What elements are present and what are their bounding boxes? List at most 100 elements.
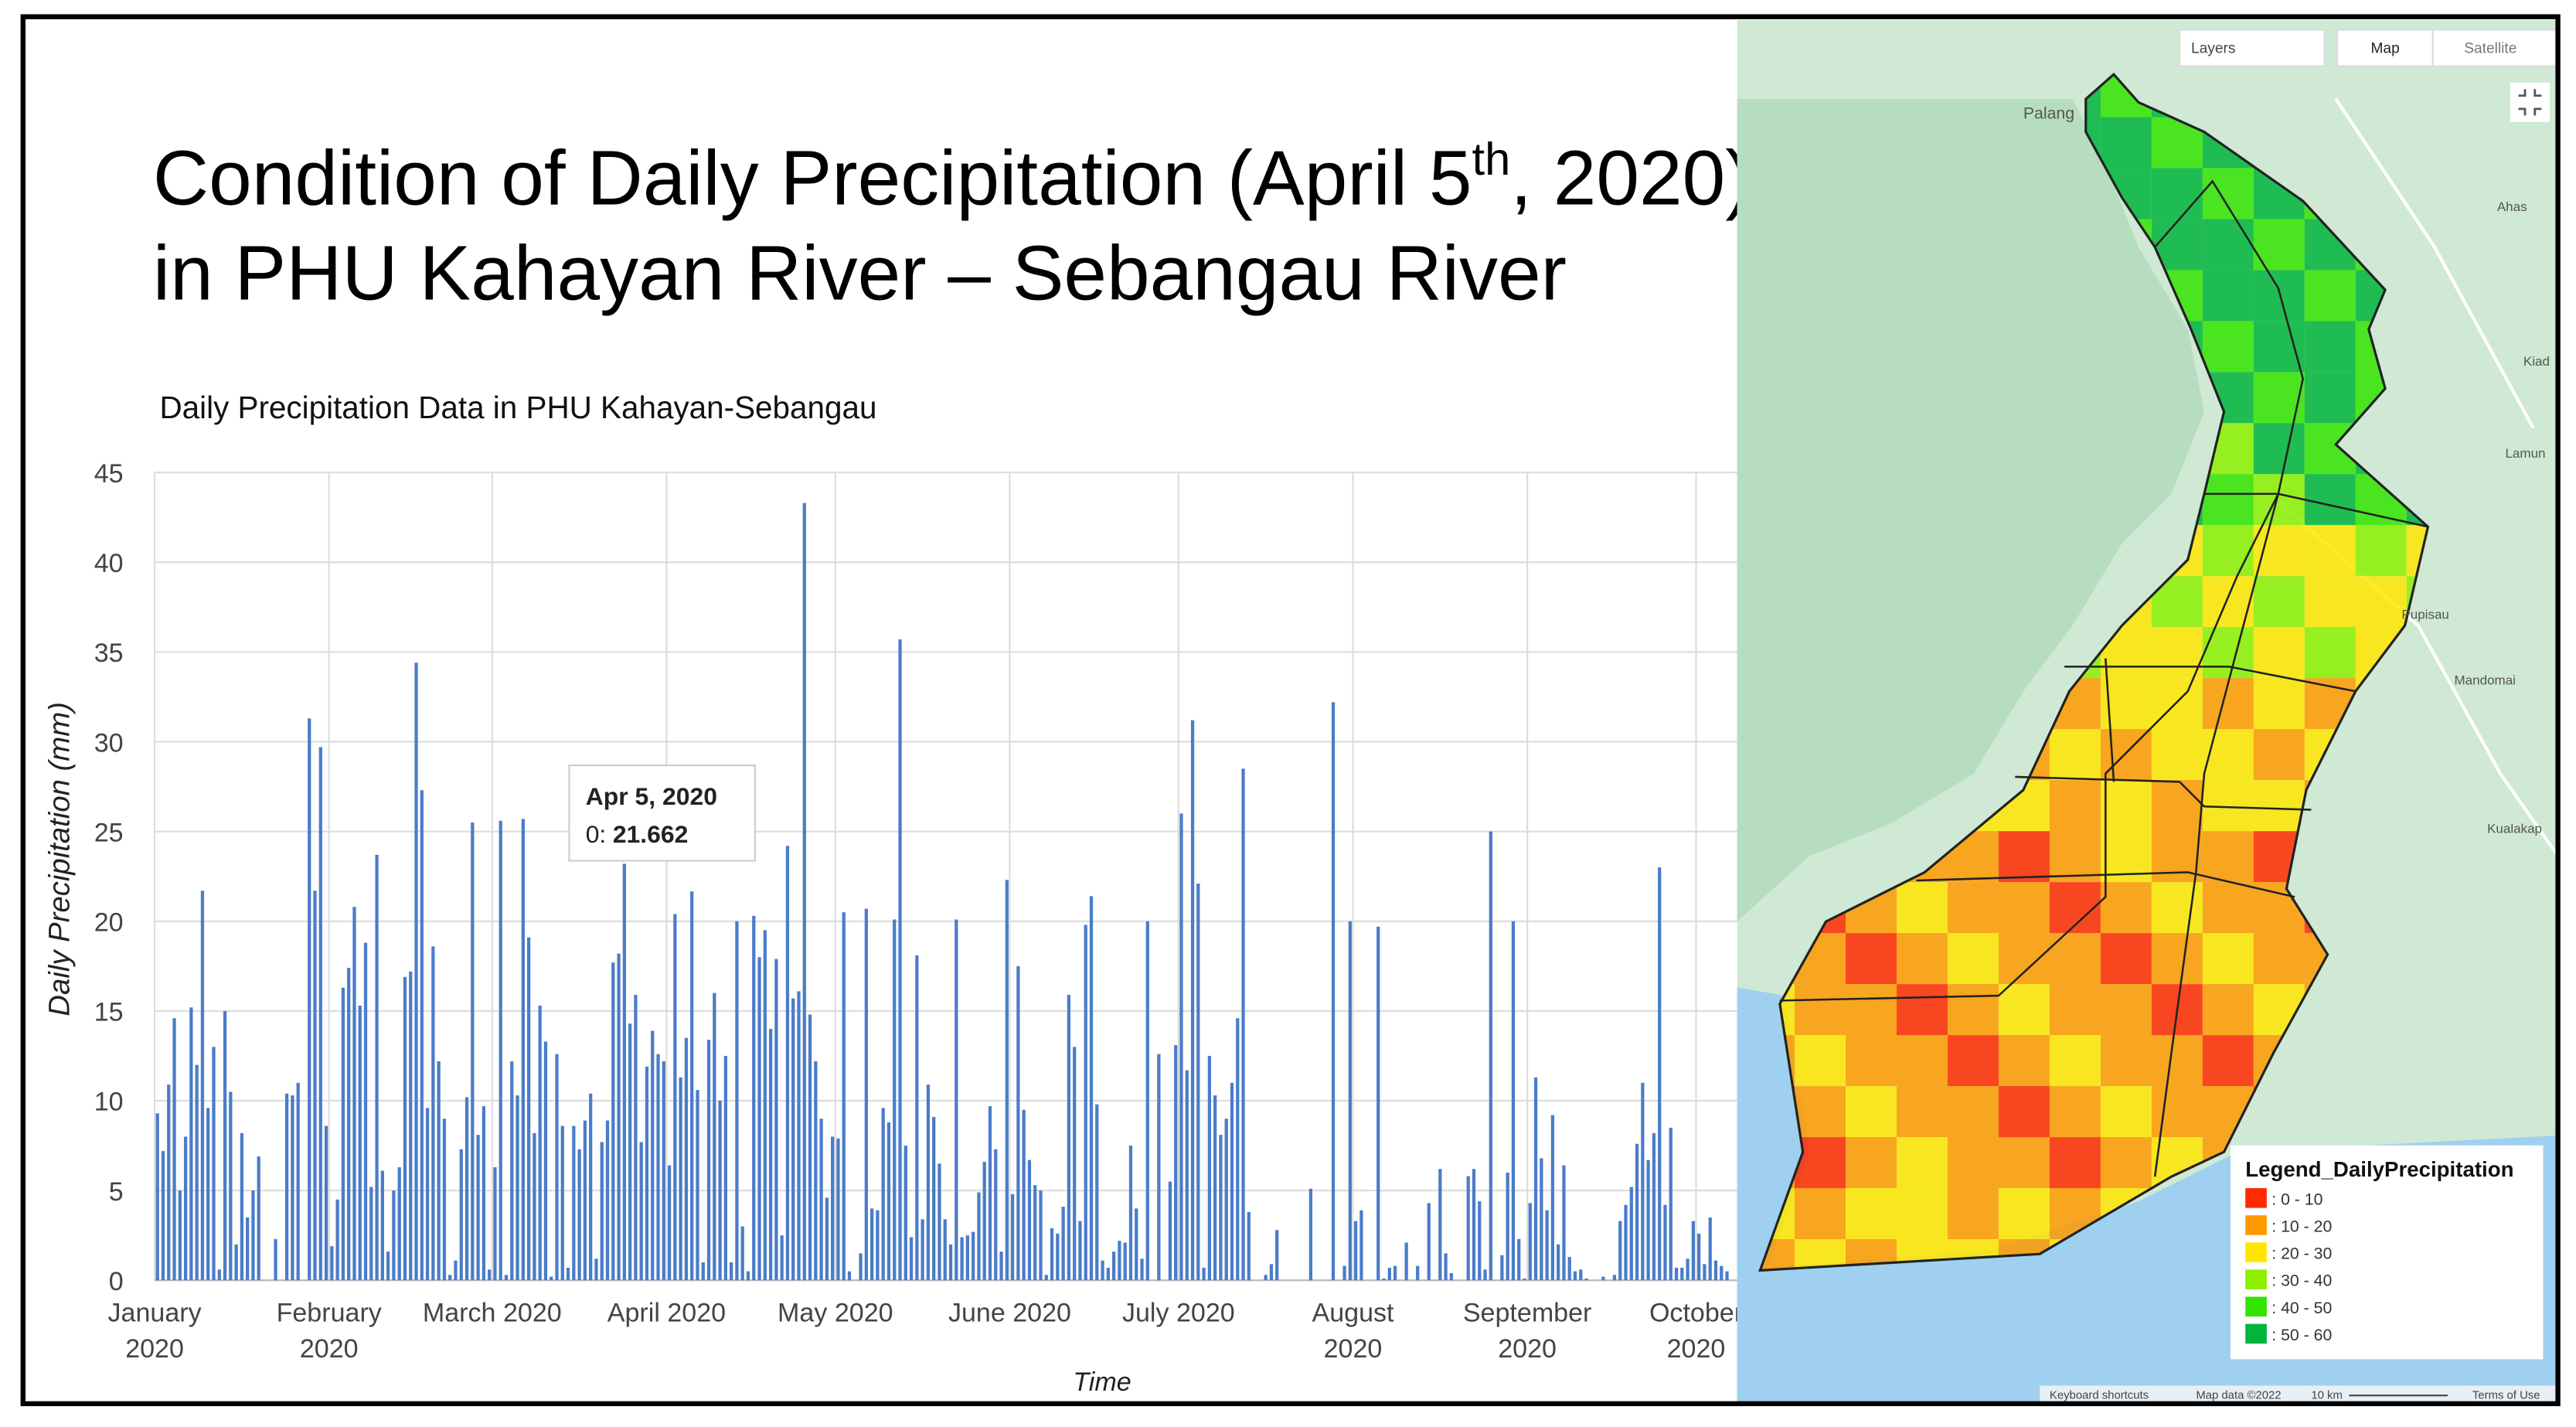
map-cell [2304,525,2356,577]
bar [482,1105,486,1281]
map-cell [2202,525,2254,577]
bar [392,1190,396,1281]
map-cell [2253,423,2305,475]
map-cell [2100,882,2152,934]
bar [1174,1045,1178,1281]
bar [291,1095,294,1281]
map-cell [2202,984,2254,1036]
map-cell [1998,831,2050,883]
map-cell [1947,1188,1999,1240]
bar [409,971,413,1281]
bar [859,1253,863,1281]
map-button[interactable] [2336,29,2434,67]
y-tick-label: 5 [109,1177,124,1207]
bar [1061,1207,1065,1281]
bar [752,915,756,1281]
bar [948,1244,953,1281]
place-label: Kiad [2523,354,2550,369]
map-cell [1947,984,1999,1036]
bar [363,942,368,1281]
bar [955,919,958,1281]
tooltip-box [568,764,756,862]
bar [499,820,502,1281]
bar [589,1093,593,1281]
map-cell [2253,525,2305,577]
fullscreen-button[interactable] [2510,82,2550,122]
map-cell [2202,1035,2254,1087]
bar [1562,1165,1566,1281]
bar [369,1187,373,1281]
layers-control[interactable] [2179,29,2326,67]
bar [1089,896,1094,1281]
bar [308,718,311,1281]
bar [1118,1241,1121,1281]
map-cell [1947,1137,1999,1189]
bar [791,998,795,1281]
map-cell [2049,831,2101,883]
map-cell [2253,933,2305,985]
bar [1213,1095,1217,1281]
map-cell [2202,219,2254,271]
y-tick-label: 30 [94,728,124,758]
map-cell [1896,1086,1948,1138]
bar [1646,1160,1650,1281]
bar [1157,1054,1161,1281]
bar [1478,1201,1482,1281]
bar [1523,1278,1526,1281]
bar [746,1271,750,1281]
legend-label: : 40 - 50 [2271,1299,2332,1317]
bar [526,937,531,1281]
map-cell [1795,1035,1846,1087]
bar [1652,1132,1656,1281]
attribution: Map data ©2022 [2196,1389,2281,1401]
control-label: Map [2370,40,2399,56]
bar [313,891,317,1281]
legend-swatch [2245,1242,2267,1262]
map-cell [2100,117,2152,169]
map-cell [1998,984,2050,1036]
bar [189,1007,193,1281]
bar [251,1190,255,1281]
bar [701,1262,705,1281]
map-cell [2151,627,2203,679]
map-cell [1795,984,1846,1036]
bar [1663,1204,1667,1281]
y-tick-label: 15 [94,998,124,1027]
slide-title: in PHU Kahayan River – Sebangau River [153,230,1567,317]
bar [296,1082,300,1281]
bar [1567,1257,1571,1281]
x-axis-label: Time [1073,1367,1131,1397]
legend-swatch [2245,1215,2267,1235]
bar [200,891,205,1281]
map-cell [2253,576,2305,628]
map-cell [1998,1086,2050,1138]
map-cell [2253,321,2305,373]
bar [1511,921,1516,1281]
bar [1084,925,1087,1281]
bar [572,1126,576,1281]
place-label: Ahas [2497,199,2527,214]
bar [437,1061,441,1281]
map-cell [2151,780,2203,832]
bar [550,1276,553,1281]
bar [1489,831,1492,1281]
bar [1674,1267,1679,1281]
bar [1669,1127,1673,1281]
legend-swatch [2245,1188,2267,1208]
bar [988,1105,992,1281]
satellite-button[interactable] [2431,29,2558,67]
bar [172,1018,176,1281]
x-tick-label: February 2020 [277,1298,382,1364]
bar [414,662,418,1281]
map-cell [2202,321,2254,373]
map-cell [2304,321,2356,373]
map-cell [1947,933,1999,985]
map-road [2334,97,2535,429]
slide-title: Condition of Daily Precipitation (April … [153,133,1751,221]
map-cell [1846,1188,1897,1240]
bar [464,1097,469,1281]
bar [274,1238,277,1281]
bar [583,1120,587,1281]
bar [1506,1172,1509,1281]
